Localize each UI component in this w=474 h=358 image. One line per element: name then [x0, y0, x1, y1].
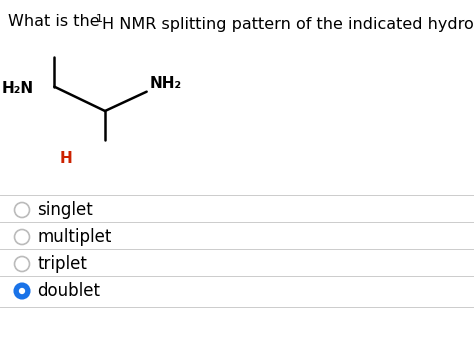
Text: triplet: triplet — [37, 255, 87, 273]
Text: NH₂: NH₂ — [149, 76, 182, 91]
Circle shape — [15, 256, 29, 271]
Text: singlet: singlet — [37, 201, 93, 219]
Text: What is the: What is the — [8, 14, 105, 29]
Text: H: H — [59, 151, 72, 166]
Text: H NMR splitting pattern of the indicated hydrogen?: H NMR splitting pattern of the indicated… — [102, 17, 474, 32]
Text: doublet: doublet — [37, 282, 100, 300]
Circle shape — [15, 284, 29, 299]
Circle shape — [15, 229, 29, 245]
Circle shape — [15, 203, 29, 218]
Text: multiplet: multiplet — [37, 228, 112, 246]
Text: H₂N: H₂N — [2, 81, 34, 96]
Text: 1: 1 — [96, 14, 103, 24]
Circle shape — [19, 288, 25, 294]
